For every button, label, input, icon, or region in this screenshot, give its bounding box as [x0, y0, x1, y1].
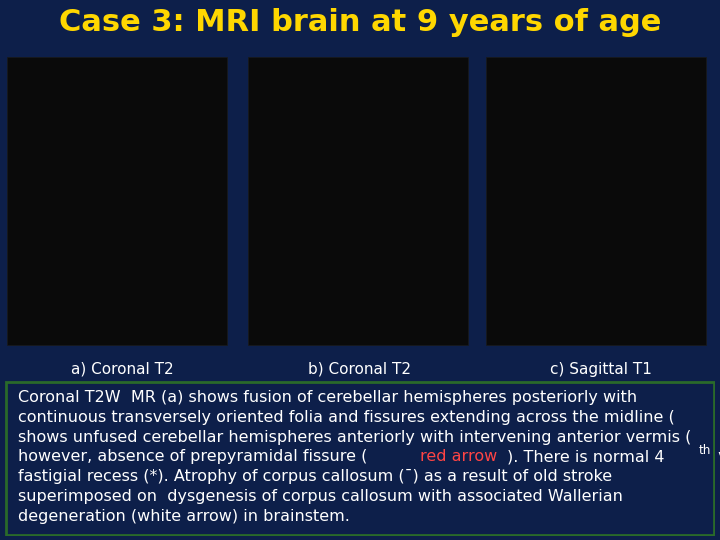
Text: ventricle: ventricle [713, 449, 720, 464]
Text: a) Coronal T2: a) Coronal T2 [71, 362, 174, 376]
FancyBboxPatch shape [486, 57, 706, 345]
Text: superimposed on  dysgenesis of corpus callosum with associated Wallerian: superimposed on dysgenesis of corpus cal… [18, 489, 623, 504]
Text: continuous transversely oriented folia and fissures extending across the midline: continuous transversely oriented folia a… [18, 410, 675, 425]
Text: Coronal T2W  MR (a) shows fusion of cerebellar hemispheres posteriorly with: Coronal T2W MR (a) shows fusion of cereb… [18, 390, 637, 405]
Text: ). There is normal 4: ). There is normal 4 [507, 449, 664, 464]
Text: th: th [698, 444, 711, 457]
Text: however, absence of prepyramidal fissure (: however, absence of prepyramidal fissure… [18, 449, 367, 464]
Text: shows unfused cerebellar hemispheres anteriorly with intervening anterior vermis: shows unfused cerebellar hemispheres ant… [18, 429, 691, 444]
FancyBboxPatch shape [248, 57, 468, 345]
Text: b) Coronal T2: b) Coronal T2 [308, 362, 412, 376]
Text: c) Sagittal T1: c) Sagittal T1 [550, 362, 652, 376]
Text: Case 3: MRI brain at 9 years of age: Case 3: MRI brain at 9 years of age [59, 8, 661, 37]
FancyBboxPatch shape [7, 57, 227, 345]
Text: degeneration (white arrow) in brainstem.: degeneration (white arrow) in brainstem. [18, 509, 350, 524]
Text: red arrow: red arrow [420, 449, 498, 464]
Text: fastigial recess (*). Atrophy of corpus callosum (ˉ) as a result of old stroke: fastigial recess (*). Atrophy of corpus … [18, 469, 612, 484]
